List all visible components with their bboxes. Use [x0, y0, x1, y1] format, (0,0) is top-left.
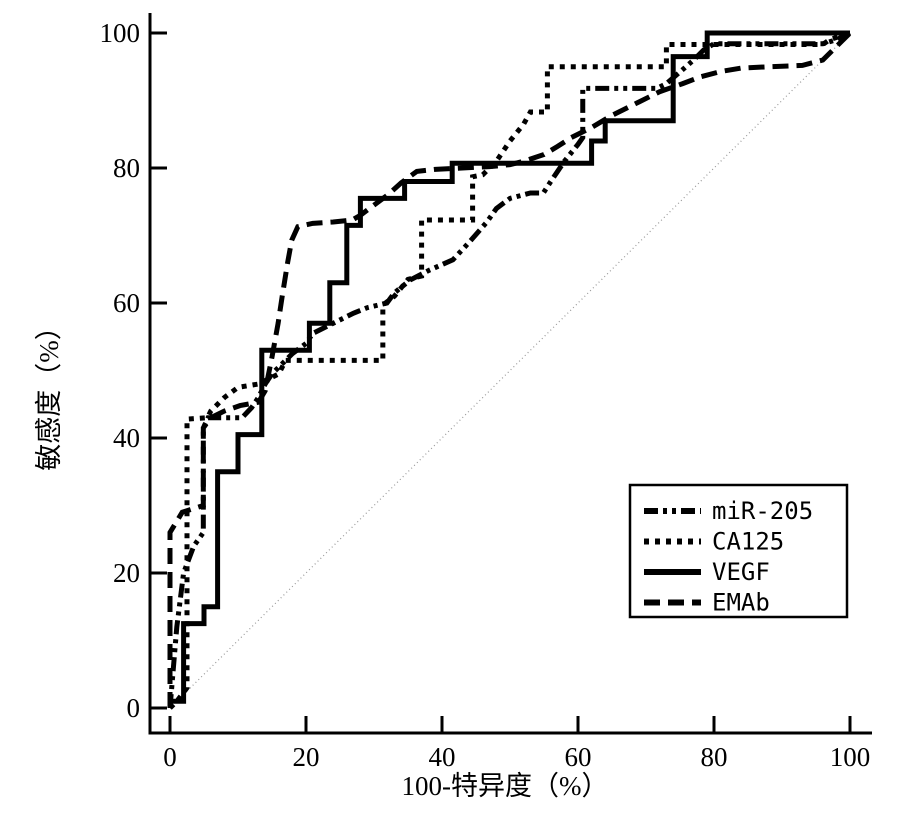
legend-frame — [628, 483, 849, 619]
x-tick-label: 100 — [830, 742, 871, 772]
x-tick-label: 60 — [565, 742, 592, 772]
y-tick-label: 20 — [113, 558, 140, 588]
x-tick-label: 20 — [293, 742, 320, 772]
y-tick-label: 80 — [113, 153, 140, 183]
legend-label-CA125: CA125 — [712, 528, 784, 556]
y-tick-label: 100 — [100, 18, 141, 48]
roc-curves — [167, 30, 852, 710]
x-axis-title: 100-特异度（%） — [402, 771, 609, 801]
legend-label-EMAb: EMAb — [712, 589, 770, 617]
curve-CA125 — [168, 30, 851, 710]
curve-VEGF — [167, 30, 850, 708]
y-tick-label: 0 — [127, 693, 141, 723]
x-tick-label: 40 — [429, 742, 456, 772]
axis-ticks: 0 20 40 60 80 100 0 20 40 60 80 100 — [100, 18, 871, 772]
y-tick-label: 60 — [113, 288, 140, 318]
y-tick-label: 40 — [113, 423, 140, 453]
legend-label-VEGF: VEGF — [712, 558, 770, 586]
curve-EMAb — [167, 31, 852, 708]
legend-label-miR-205: miR-205 — [712, 497, 813, 525]
y-axis-title: 敏感度（%） — [34, 313, 64, 471]
x-tick-label: 80 — [701, 742, 728, 772]
x-tick-label: 0 — [163, 742, 177, 772]
axes — [148, 13, 872, 735]
